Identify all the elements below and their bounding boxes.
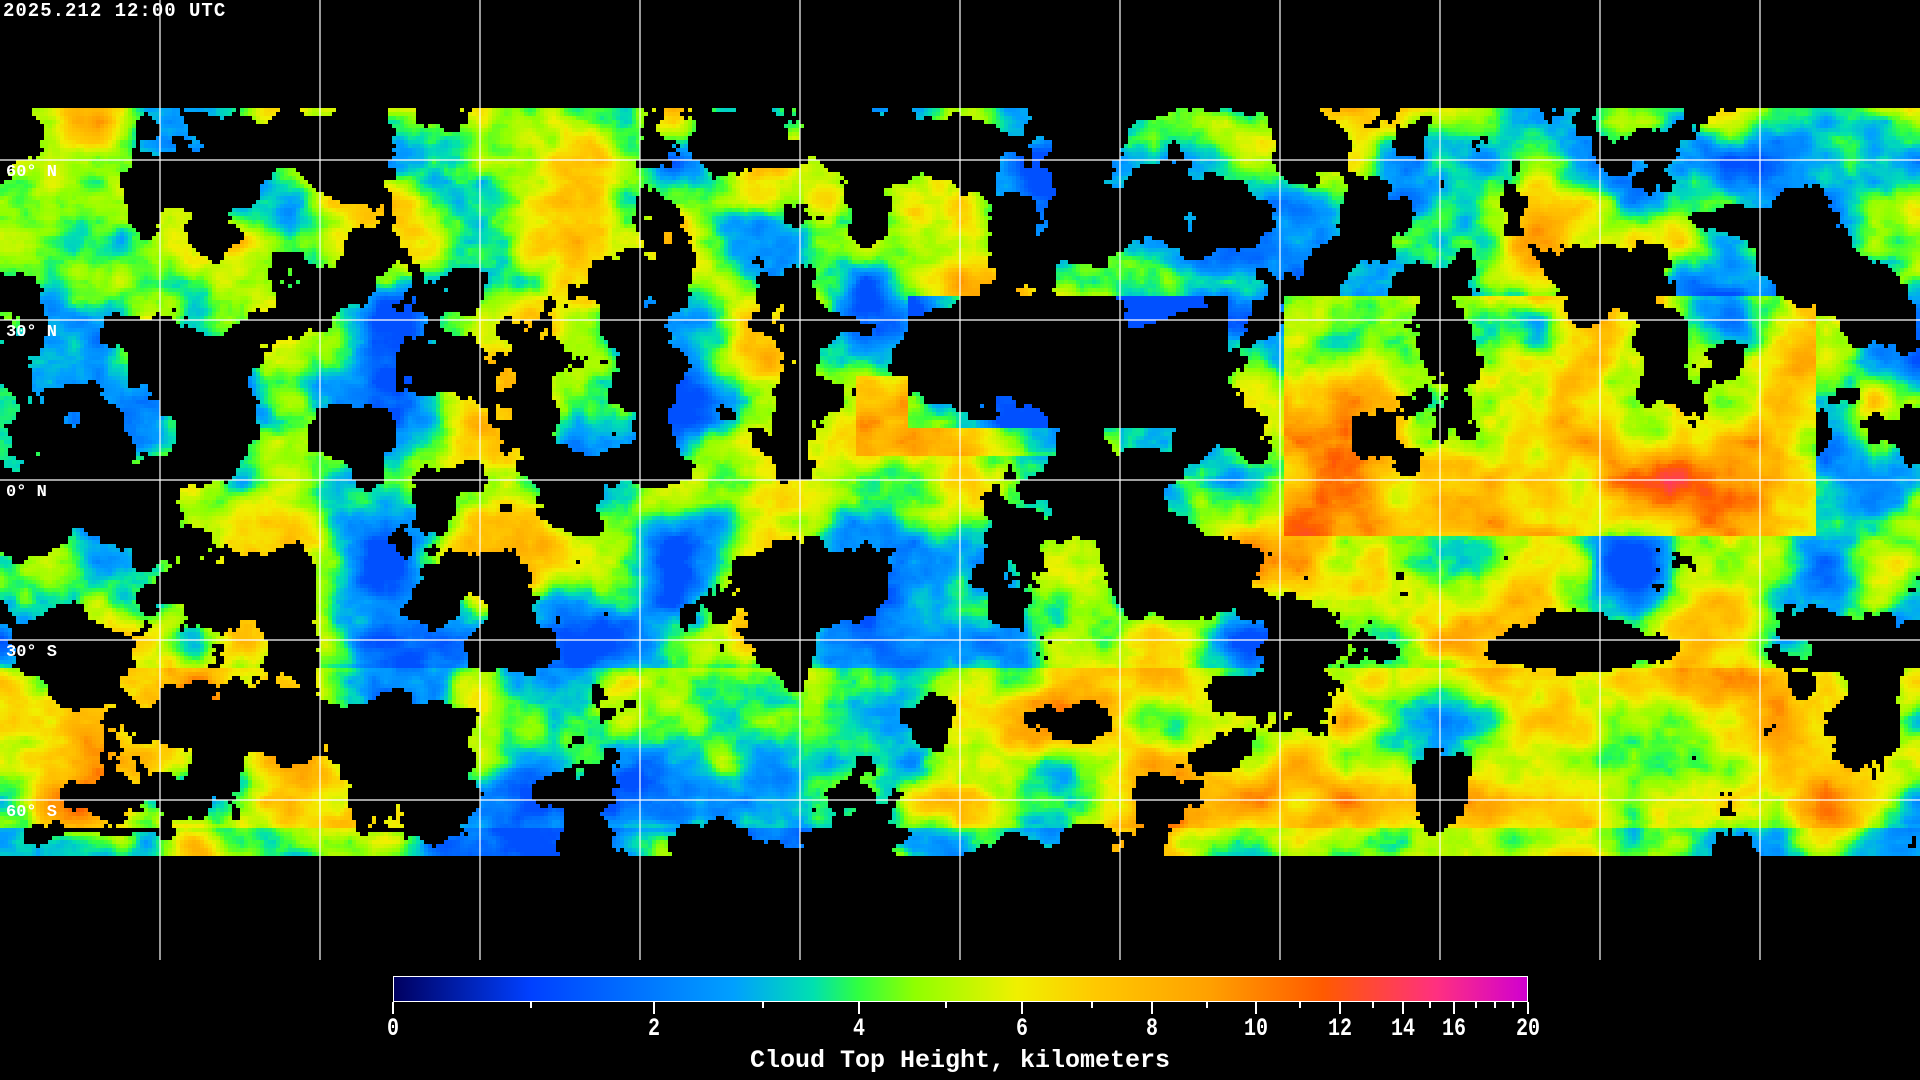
minor-tick (1298, 1002, 1301, 1008)
lat-label-60n: 60° N (6, 163, 58, 182)
major-tick (858, 1002, 861, 1014)
minor-tick (944, 1002, 947, 1008)
colorbar-ticks (392, 1002, 1529, 1014)
timestamp: 2025.212 12:00 UTC (3, 0, 227, 22)
tick-label: 12 (1327, 1014, 1352, 1043)
tick-label: 2 (648, 1014, 661, 1043)
major-tick (1527, 1002, 1529, 1014)
major-tick (1020, 1002, 1023, 1014)
minor-tick (1512, 1002, 1515, 1008)
lat-label-30n: 30° N (6, 323, 58, 342)
tick-label: 6 (1015, 1014, 1028, 1043)
lat-label-30s: 30° S (6, 643, 58, 662)
lat-label-60s: 60° S (6, 803, 58, 822)
minor-tick (1429, 1002, 1432, 1008)
tick-label: 10 (1243, 1014, 1268, 1043)
minor-tick (1494, 1002, 1497, 1008)
major-tick (392, 1002, 394, 1014)
major-tick (1151, 1002, 1154, 1014)
tick-label: 8 (1146, 1014, 1159, 1043)
minor-tick (762, 1002, 764, 1008)
minor-tick (1091, 1002, 1094, 1008)
major-tick (1254, 1002, 1257, 1014)
colorbar (393, 976, 1528, 1002)
tick-label: 20 (1515, 1014, 1541, 1043)
minor-tick (1371, 1002, 1374, 1008)
minor-tick (1474, 1002, 1477, 1008)
tick-label: 4 (853, 1014, 866, 1043)
minor-tick (1205, 1002, 1208, 1008)
major-tick (1402, 1002, 1405, 1014)
major-tick (1453, 1002, 1456, 1014)
major-tick (653, 1002, 656, 1014)
lat-label-0n: 0° N (6, 483, 47, 502)
tick-label: 0 (386, 1014, 400, 1043)
tick-label: 16 (1442, 1014, 1467, 1043)
major-tick (1338, 1002, 1341, 1014)
minor-tick (530, 1002, 533, 1008)
colorbar-title: Cloud Top Height, kilometers (749, 1046, 1171, 1075)
lat-lon-grid (0, 0, 1920, 960)
tick-label: 14 (1391, 1014, 1416, 1043)
